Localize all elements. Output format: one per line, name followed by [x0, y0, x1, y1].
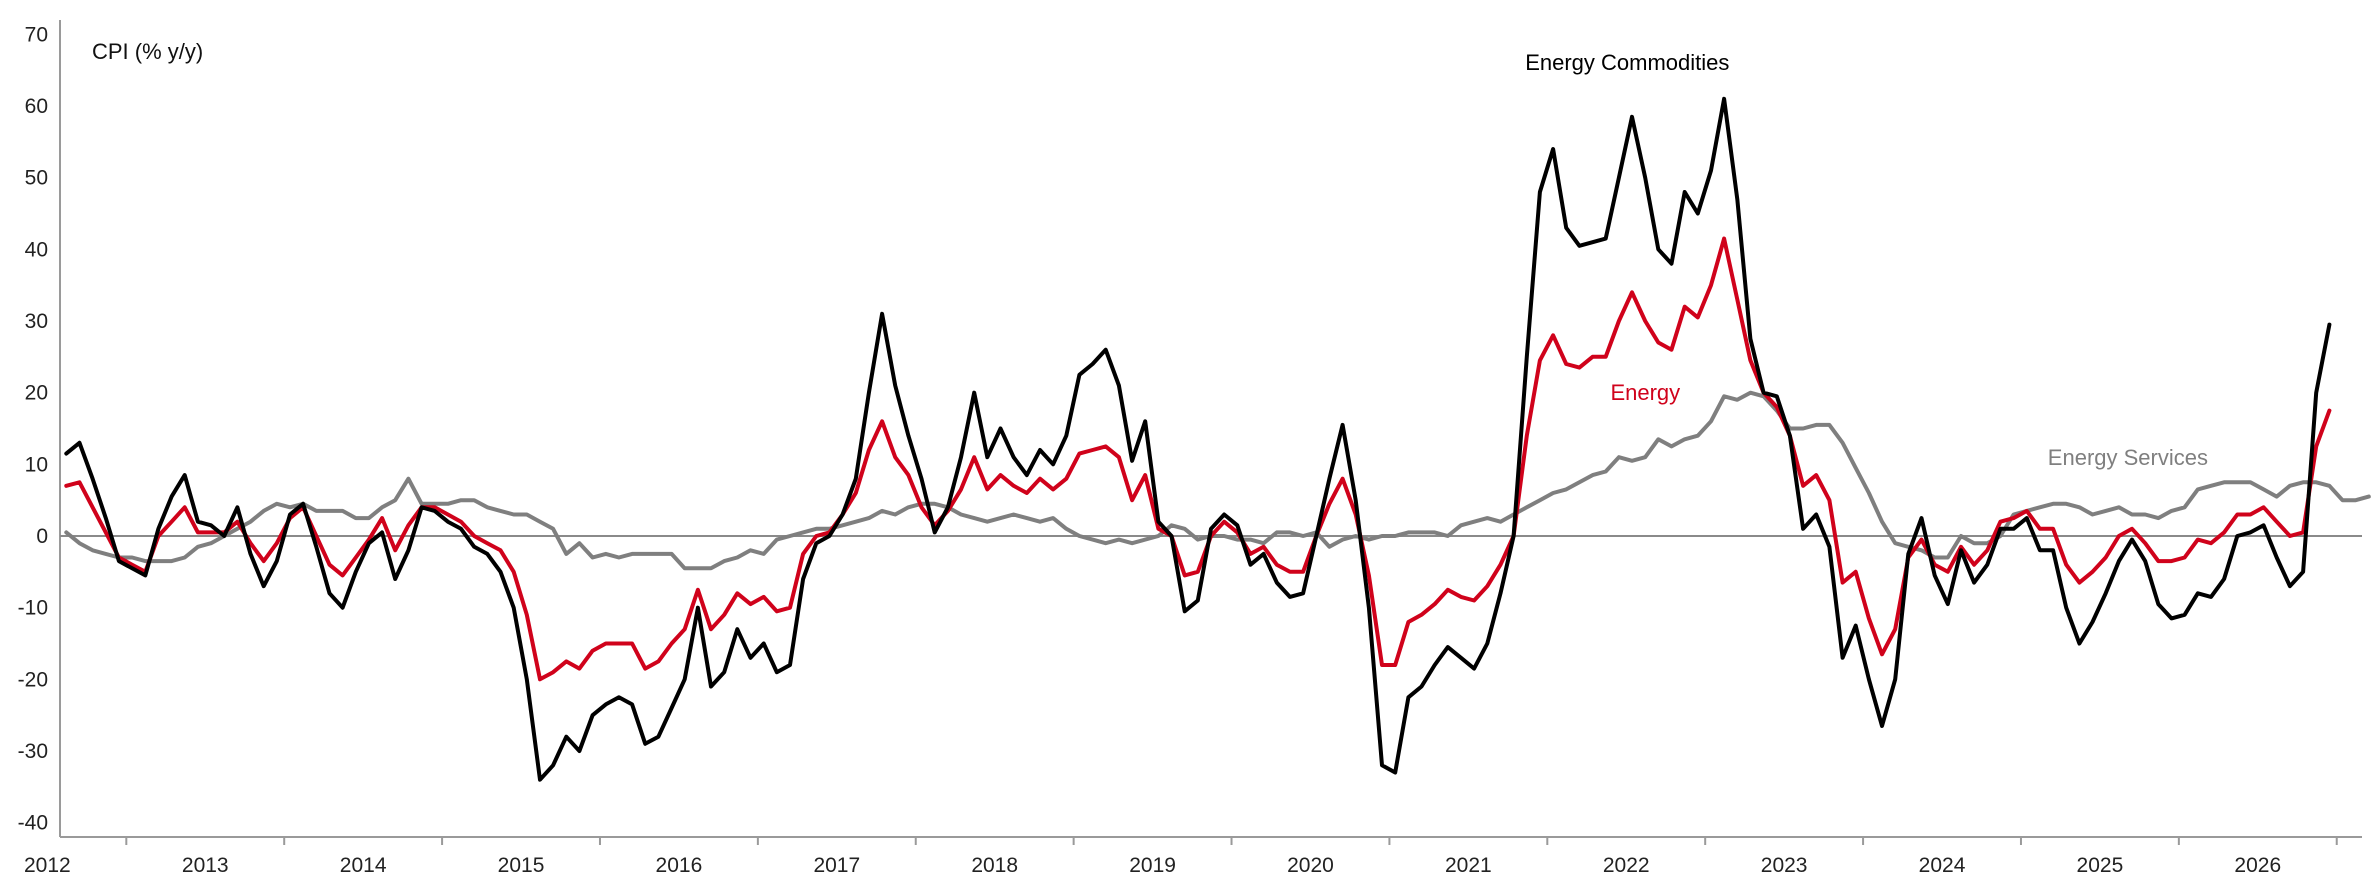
x-tick-label: 2020: [1287, 854, 1334, 877]
y-tick-label: 30: [25, 310, 48, 333]
x-tick-label: 2025: [2077, 854, 2124, 877]
y-tick-label: 40: [25, 238, 48, 261]
series-labels: Energy Commodities Energy Energy Services: [1525, 50, 2208, 470]
x-tick-label: 2023: [1761, 854, 1808, 877]
x-tick-label: 2021: [1445, 854, 1492, 877]
series-label-energy: Energy: [1610, 380, 1680, 405]
y-tick-label: 10: [25, 453, 48, 476]
x-tick-label: 2014: [340, 854, 387, 877]
x-tick-labels: 2012 2013 2014 2015 2016 2017 2018 2019 2020 2021…: [24, 837, 2338, 877]
x-tick-label: 2012: [24, 854, 71, 877]
series-label-energy-services: Energy Services: [2048, 445, 2208, 470]
y-tick-label: 70: [25, 23, 48, 46]
series-line-energy: [64, 236, 2332, 682]
x-tick-label: 2019: [1129, 854, 1176, 877]
x-tick-label: 2022: [1603, 854, 1650, 877]
y-tick-label: -40: [18, 812, 48, 835]
x-tick-label: 2024: [1919, 854, 1966, 877]
series-label-energy-commodities: Energy Commodities: [1525, 50, 1729, 75]
x-tick-label: 2026: [2234, 854, 2281, 877]
x-tick-label: 2017: [813, 854, 860, 877]
y-tick-label: 60: [25, 95, 48, 118]
x-tick-label: 2018: [971, 854, 1018, 877]
series-line-energy-services: [64, 390, 2371, 571]
x-tick-label: 2015: [498, 854, 545, 877]
y-tick-label: -30: [18, 740, 48, 763]
y-tick-label: -10: [18, 597, 48, 620]
series-line-energy-commodities: [64, 96, 2332, 782]
y-tick-label: -20: [18, 668, 48, 691]
y-tick-label: 0: [36, 525, 48, 548]
y-tick-labels: 70 60 50 40 30 20 10 0 -10 -20 -30 -40: [18, 23, 48, 834]
y-axis-label: CPI (% y/y): [92, 39, 203, 64]
x-tick-label: 2016: [656, 854, 703, 877]
y-tick-label: 50: [25, 167, 48, 190]
series-lines: [64, 96, 2371, 782]
x-tick-label: 2013: [182, 854, 229, 877]
y-tick-label: 20: [25, 382, 48, 405]
